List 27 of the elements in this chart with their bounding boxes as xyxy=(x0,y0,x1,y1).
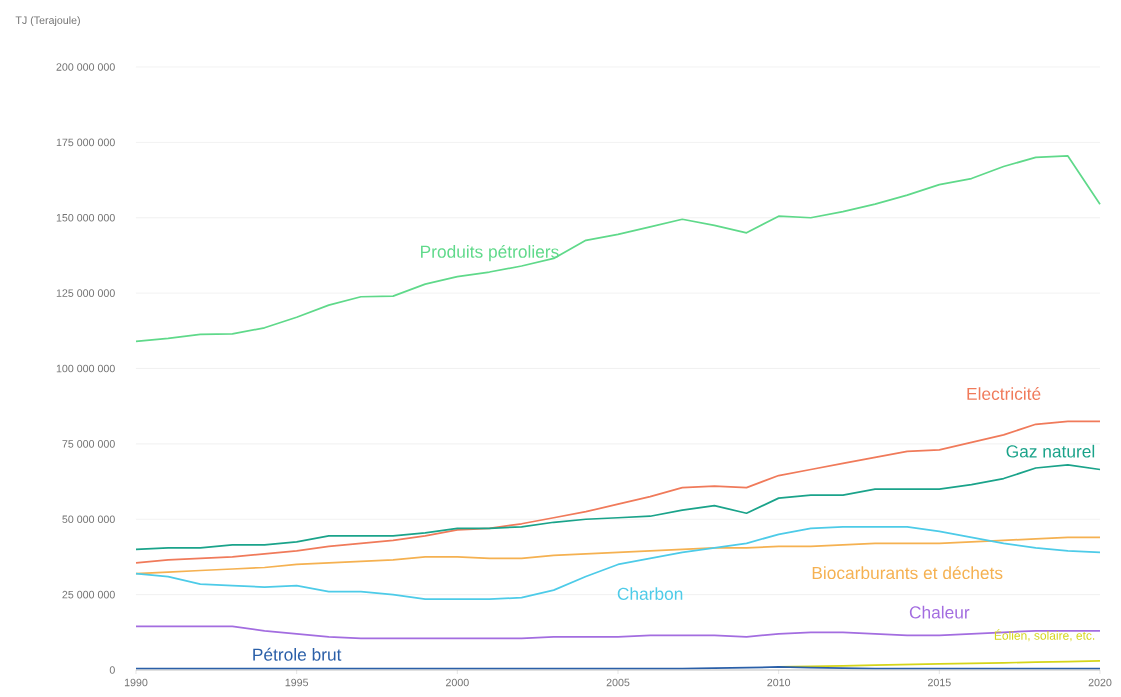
series-label: Chaleur xyxy=(909,605,970,619)
y-tick-label: 25 000 000 xyxy=(62,590,115,599)
x-tick-label: 2020 xyxy=(1088,678,1112,687)
y-tick-label: 175 000 000 xyxy=(56,138,115,147)
y-tick-label: 200 000 000 xyxy=(56,63,115,71)
x-tick-label: 2000 xyxy=(446,678,469,687)
series-label: Charbon xyxy=(617,587,683,600)
x-tick-label: 2005 xyxy=(606,678,630,687)
x-tick-label: 2015 xyxy=(928,678,951,687)
x-tick-label: 1990 xyxy=(124,678,148,687)
series-label: Produits pétroliers xyxy=(421,244,559,262)
y-tick-label: 50 000 000 xyxy=(62,515,115,524)
y-tick-label: 125 000 000 xyxy=(56,289,115,297)
y-axis-title: TJ (Terajoule) xyxy=(15,16,80,27)
y-tick-label: 150 000 000 xyxy=(56,213,115,222)
series-label: Gaz naturel xyxy=(1006,444,1095,458)
y-tick-label: 0 xyxy=(109,666,115,674)
series-label: Éolien, solaire, etc. xyxy=(994,629,1095,642)
x-tick-label: 2010 xyxy=(767,678,791,687)
y-tick-label: 75 000 000 xyxy=(62,440,115,448)
series-label: Pétrole brut xyxy=(253,647,342,661)
series-label: Electricité xyxy=(967,387,1041,400)
y-tick-label: 100 000 000 xyxy=(56,364,115,373)
line-series xyxy=(135,155,1101,343)
x-tick-label: 1995 xyxy=(285,678,309,687)
series-label: Biocarburants et déchets xyxy=(812,566,1003,580)
line-series xyxy=(135,420,1101,564)
